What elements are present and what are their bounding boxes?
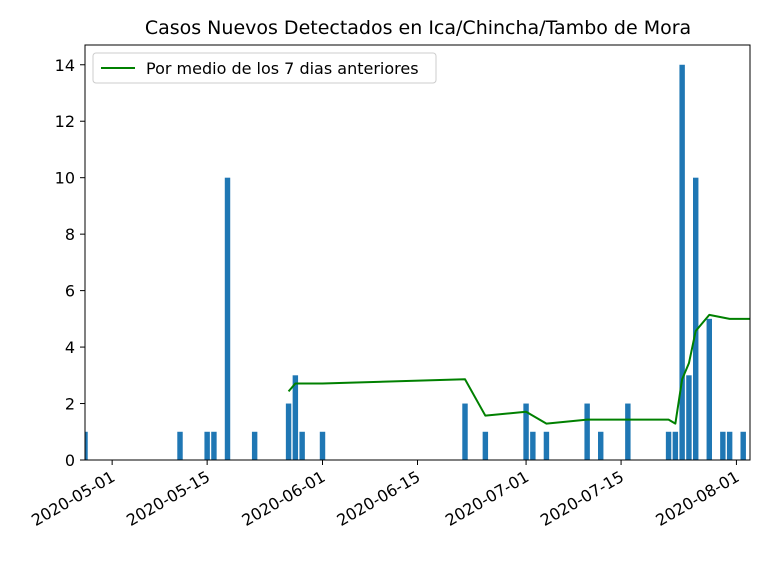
y-tick-label: 4 bbox=[65, 338, 75, 357]
bar bbox=[672, 431, 679, 460]
x-axis: 2020-05-01 2020-05-15 2020-06-01 2020-06-15… bbox=[28, 460, 742, 530]
bar bbox=[679, 64, 685, 460]
moving-average-line bbox=[287, 313, 750, 425]
bar bbox=[523, 403, 529, 460]
bar bbox=[625, 403, 631, 460]
legend: Por medio de los 7 dias anteriores bbox=[92, 52, 437, 84]
bar bbox=[299, 431, 305, 460]
bar bbox=[530, 431, 536, 460]
bar bbox=[665, 431, 672, 460]
x-tick-label: 2020-06-15 bbox=[333, 467, 423, 530]
x-tick-label: 2020-07-01 bbox=[442, 467, 532, 530]
bar bbox=[706, 318, 712, 460]
plot-frame bbox=[84, 44, 751, 461]
bar bbox=[85, 431, 88, 460]
bar bbox=[285, 403, 292, 460]
y-tick-label: 14 bbox=[55, 56, 75, 75]
bar bbox=[584, 403, 590, 460]
bar bbox=[726, 431, 733, 460]
y-tick-label: 6 bbox=[65, 282, 75, 301]
bar bbox=[740, 431, 746, 460]
bar bbox=[177, 431, 183, 460]
bar bbox=[598, 431, 604, 460]
x-tick-label: 2020-06-01 bbox=[238, 467, 328, 530]
bar bbox=[686, 375, 692, 460]
y-tick-label: 10 bbox=[55, 169, 75, 188]
line-series bbox=[287, 313, 750, 425]
bar bbox=[462, 403, 468, 460]
bar bbox=[720, 431, 726, 460]
y-tick-label: 2 bbox=[65, 395, 75, 414]
x-tick-label: 2020-05-15 bbox=[123, 467, 213, 530]
bar bbox=[482, 431, 489, 460]
y-tick-label: 12 bbox=[55, 112, 75, 131]
y-axis: 0 2 4 6 8 10 12 14 bbox=[55, 56, 85, 470]
bar bbox=[251, 431, 258, 460]
bar bbox=[319, 431, 326, 460]
bar bbox=[211, 431, 217, 460]
bar bbox=[224, 177, 231, 460]
bar-series bbox=[85, 64, 746, 460]
y-tick-label: 0 bbox=[65, 451, 75, 470]
x-tick-label: 2020-07-15 bbox=[537, 467, 627, 530]
bar bbox=[292, 375, 299, 460]
legend-box bbox=[92, 52, 437, 84]
legend-label: Por medio de los 7 dias anteriores bbox=[146, 59, 419, 78]
chart-title: Casos Nuevos Detectados en Ica/Chincha/T… bbox=[145, 17, 691, 39]
x-tick-label: 2020-08-01 bbox=[652, 467, 742, 530]
x-tick-label: 2020-05-01 bbox=[28, 467, 118, 530]
bar bbox=[543, 431, 550, 460]
bar bbox=[693, 177, 699, 460]
y-tick-label: 8 bbox=[65, 225, 75, 244]
bar bbox=[204, 431, 210, 460]
